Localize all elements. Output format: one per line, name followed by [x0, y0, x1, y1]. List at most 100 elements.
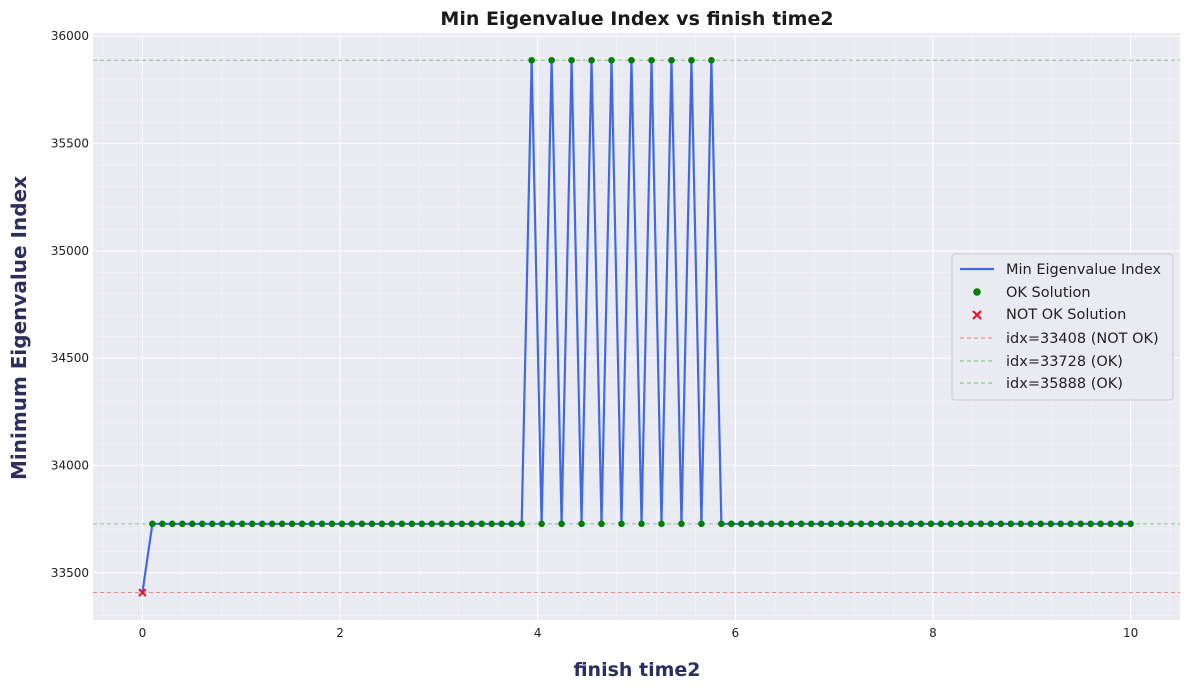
data-point-ok: [718, 520, 725, 528]
data-point-not-ok-stroke: [138, 588, 147, 597]
data-point-ok: [728, 520, 735, 528]
data-point-ok: [977, 520, 985, 528]
data-point-ok: [668, 56, 675, 64]
data-point-ok: [468, 520, 476, 528]
legend-label-ref-3: idx=35888 (OK): [1006, 376, 1123, 392]
y-axis-label: Minimum Eigenvalue Index: [7, 176, 31, 480]
data-point-ok: [159, 520, 166, 528]
data-point-ok: [318, 520, 326, 528]
data-point-ok: [927, 520, 935, 528]
x-axis-label: finish time2: [573, 659, 700, 681]
data-point-ok: [328, 520, 336, 528]
legend-label-ref-2: idx=33728 (OK): [1006, 354, 1123, 370]
data-point-ok: [338, 520, 346, 528]
data-point-ok: [738, 520, 745, 528]
data-point-ok: [708, 56, 715, 64]
data-point-ok: [179, 520, 186, 528]
x-tick-label: 2: [336, 626, 344, 640]
legend-label-ref-1: idx=33408 (NOT OK): [1006, 331, 1159, 347]
y-tick-label: 33500: [51, 566, 89, 580]
data-point-ok: [827, 520, 835, 528]
data-point-ok: [358, 520, 366, 528]
data-point-ok: [997, 520, 1005, 528]
data-point-ok: [388, 520, 396, 528]
major-grid: [93, 33, 1180, 620]
data-point-ok: [508, 520, 515, 528]
legend-label-ok: OK Solution: [1006, 285, 1091, 301]
data-point-ok: [748, 520, 755, 528]
data-point-ok: [588, 56, 595, 64]
data-point-ok: [648, 56, 655, 64]
data-point-ok: [238, 520, 246, 528]
data-point-ok: [408, 520, 416, 528]
y-tick-labels: 33500 34000 34500 35000 35500 36000: [51, 29, 89, 580]
data-point-ok: [947, 520, 955, 528]
data-point-ok: [298, 520, 306, 528]
data-point-ok: [438, 520, 446, 528]
data-point-ok: [258, 520, 266, 528]
data-point-ok: [807, 520, 815, 528]
x-tick-label: 0: [139, 626, 147, 640]
data-point-ok: [598, 520, 605, 528]
data-point-ok: [498, 520, 506, 528]
data-point-ok: [268, 520, 276, 528]
data-point-ok: [478, 520, 486, 528]
data-point-ok: [608, 56, 615, 64]
data-point-ok: [867, 520, 875, 528]
data-point-ok: [628, 56, 635, 64]
y-tick-label: 35000: [51, 244, 89, 258]
data-point-ok: [198, 520, 206, 528]
x-tick-label: 6: [731, 626, 739, 640]
data-point-ok: [1007, 520, 1015, 528]
data-point-ok: [1107, 520, 1114, 528]
data-point-ok: [678, 520, 685, 528]
data-point-ok: [887, 520, 895, 528]
data-point-ok: [897, 520, 905, 528]
data-point-ok: [1087, 520, 1094, 528]
data-point-ok: [548, 56, 555, 64]
data-point-ok: [428, 520, 436, 528]
data-point-ok: [1097, 520, 1104, 528]
data-point-ok: [1077, 520, 1084, 528]
x-tick-label: 4: [534, 626, 542, 640]
data-point-ok: [1047, 520, 1055, 528]
data-point-ok: [418, 520, 426, 528]
x-tick-label: 8: [929, 626, 937, 640]
data-point-ok: [777, 520, 785, 528]
data-point-ok: [618, 520, 625, 528]
data-point-ok: [967, 520, 975, 528]
data-point-ok: [448, 520, 456, 528]
data-point-ok: [917, 520, 925, 528]
data-point-ok: [228, 520, 236, 528]
data-point-ok: [758, 520, 765, 528]
data-point-ok: [1067, 520, 1075, 528]
data-point-ok: [817, 520, 825, 528]
data-point-ok: [1057, 520, 1065, 528]
data-point-ok: [837, 520, 845, 528]
data-point-ok: [169, 520, 176, 528]
data-point-ok: [378, 520, 386, 528]
data-point-ok: [458, 520, 466, 528]
data-point-ok: [348, 520, 356, 528]
data-point-ok: [308, 520, 316, 528]
data-point-ok: [218, 520, 226, 528]
series-line: [141, 59, 1131, 593]
legend-label-not-ok: NOT OK Solution: [1006, 307, 1126, 323]
data-point-ok: [189, 520, 196, 528]
data-point-ok: [907, 520, 915, 528]
data-point-ok: [518, 520, 525, 528]
data-point-ok: [578, 520, 585, 528]
data-point-ok: [248, 520, 256, 528]
data-point-ok: [797, 520, 805, 528]
data-point-ok: [568, 56, 575, 64]
data-point-ok: [957, 520, 965, 528]
data-point-ok: [1027, 520, 1035, 528]
data-point-ok: [877, 520, 885, 528]
series-line-group: [141, 59, 1131, 593]
x-tick-labels: 0 2 4 6 8 10: [139, 626, 1139, 640]
data-point-ok: [787, 520, 795, 528]
data-point-ok: [278, 520, 286, 528]
data-point-ok: [688, 56, 695, 64]
